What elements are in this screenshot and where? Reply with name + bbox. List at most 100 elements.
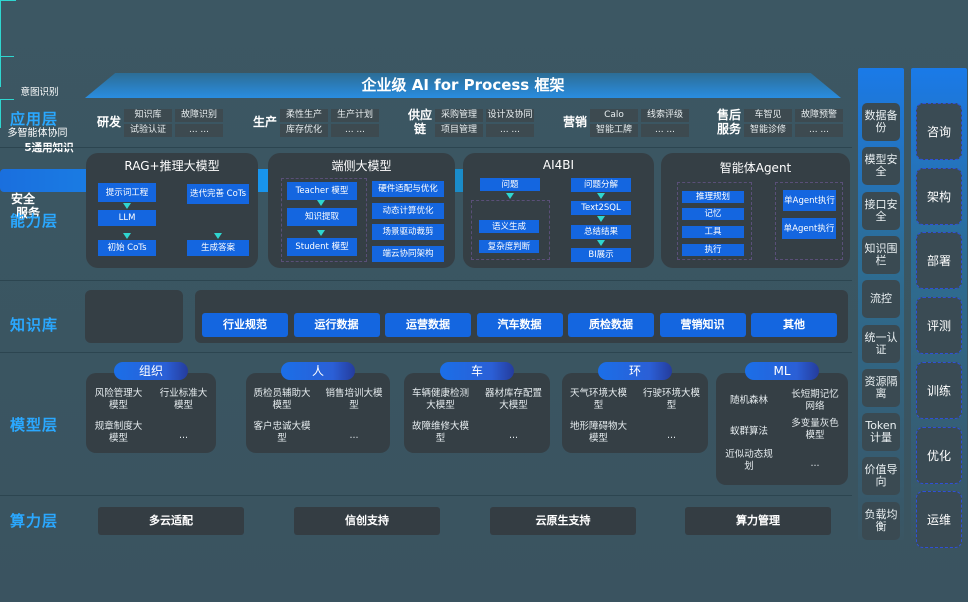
- model-item[interactable]: 天气环境大模型: [569, 388, 627, 411]
- flow-box[interactable]: 单Agent执行: [783, 190, 836, 211]
- app-tag[interactable]: 知识库: [124, 109, 172, 122]
- app-tag[interactable]: 生产计划: [331, 109, 379, 122]
- flow-box[interactable]: 迭代完善 CoTs: [187, 184, 249, 204]
- security-item[interactable]: 负载均衡: [862, 501, 900, 540]
- knowledge-item[interactable]: 运行数据: [293, 313, 380, 337]
- model-item[interactable]: 近似动态规划: [725, 449, 773, 472]
- model-group-pill[interactable]: 人: [281, 362, 355, 380]
- app-tag[interactable]: ... ...: [331, 124, 379, 137]
- knowledge-item[interactable]: 汽车数据: [476, 313, 563, 337]
- knowledge-item[interactable]: 质检数据: [568, 313, 654, 337]
- flow-box[interactable]: 场景驱动裁剪: [372, 224, 444, 240]
- app-tag[interactable]: 柔性生产: [280, 109, 328, 122]
- compute-item[interactable]: 多云适配: [98, 507, 244, 535]
- model-item[interactable]: 地形障碍物大模型: [569, 421, 627, 444]
- app-tag[interactable]: 智能诊修: [744, 124, 792, 137]
- service-item[interactable]: 评测: [916, 297, 962, 355]
- model-item[interactable]: 行业标准大模型: [159, 388, 208, 411]
- flow-box[interactable]: BI展示: [571, 248, 631, 262]
- model-group-pill[interactable]: ML: [745, 362, 819, 380]
- model-item[interactable]: 多变量灰色模型: [791, 418, 839, 441]
- flow-box[interactable]: 硬件适配与优化: [372, 181, 444, 197]
- app-tag[interactable]: 车智见: [744, 109, 792, 122]
- flow-box[interactable]: 端云协同架构: [372, 246, 444, 262]
- model-item[interactable]: 故障维修大模型: [411, 421, 469, 444]
- flow-box[interactable]: 执行: [682, 244, 744, 256]
- app-tag[interactable]: Calo: [590, 109, 638, 122]
- flow-box[interactable]: 生成答案: [187, 240, 249, 256]
- flow-box[interactable]: 知识提取: [287, 208, 357, 226]
- app-tag[interactable]: 设计及协同: [486, 109, 534, 122]
- compute-item[interactable]: 信创支持: [294, 507, 440, 535]
- flow-box[interactable]: Text2SQL: [571, 201, 631, 215]
- app-tag[interactable]: ... ...: [641, 124, 689, 137]
- app-tag[interactable]: ... ...: [175, 124, 223, 137]
- security-item[interactable]: 流控: [862, 280, 900, 319]
- model-item[interactable]: 客户忠诚大模型: [253, 421, 311, 444]
- model-item[interactable]: 车辆健康检测大模型: [411, 388, 469, 411]
- service-item[interactable]: 优化: [916, 426, 962, 484]
- model-item[interactable]: ...: [178, 430, 189, 441]
- model-item[interactable]: ...: [666, 430, 677, 441]
- flow-box[interactable]: 动态计算优化: [372, 203, 444, 219]
- security-item[interactable]: 数据备份: [862, 103, 900, 141]
- app-tag[interactable]: 试验认证: [124, 124, 172, 137]
- compute-item[interactable]: 算力管理: [685, 507, 831, 535]
- flow-box[interactable]: 复杂度判断: [479, 240, 539, 253]
- app-tag[interactable]: 采购管理: [435, 109, 483, 122]
- model-item[interactable]: 蚁群算法: [729, 426, 768, 437]
- model-item[interactable]: 质检员辅助大模型: [253, 388, 311, 411]
- flow-box[interactable]: 记忆: [682, 208, 744, 220]
- service-item[interactable]: 架构: [916, 167, 962, 225]
- model-item[interactable]: 器材库存配置大模型: [484, 388, 542, 411]
- service-item[interactable]: 咨询: [916, 103, 962, 160]
- app-tag[interactable]: 智能工牌: [590, 124, 638, 137]
- flow-box[interactable]: 推理规划: [682, 191, 744, 203]
- model-item[interactable]: 长短期记忆网络: [791, 389, 839, 412]
- security-item[interactable]: 统一认证: [862, 324, 900, 363]
- app-tag[interactable]: ... ...: [795, 124, 843, 137]
- model-group-pill[interactable]: 车: [440, 362, 514, 380]
- service-item[interactable]: 部署: [916, 232, 962, 290]
- security-item[interactable]: 接口安全: [862, 191, 900, 230]
- flow-box[interactable]: 工具: [682, 226, 744, 238]
- service-item[interactable]: 运维: [916, 491, 962, 549]
- model-item[interactable]: 行驶环境大模型: [642, 388, 700, 411]
- app-tag[interactable]: 故障预警: [795, 109, 843, 122]
- flow-box[interactable]: 语义生成: [479, 220, 539, 233]
- app-tag[interactable]: 故障识别: [175, 109, 223, 122]
- security-item[interactable]: 价值导向: [862, 457, 900, 496]
- model-item[interactable]: 随机森林: [729, 395, 768, 406]
- model-group-pill[interactable]: 组织: [114, 362, 188, 380]
- knowledge-item[interactable]: 运营数据: [385, 313, 471, 337]
- security-item[interactable]: 资源隔离: [862, 368, 900, 407]
- security-item[interactable]: 知识围栏: [862, 235, 900, 274]
- flow-box[interactable]: Teacher 模型: [287, 182, 357, 200]
- model-item[interactable]: 规章制度大模型: [94, 421, 143, 444]
- model-item[interactable]: 风险管理大模型: [94, 388, 143, 411]
- model-group-pill[interactable]: 环: [598, 362, 672, 380]
- app-tag[interactable]: 项目管理: [435, 124, 483, 137]
- knowledge-item[interactable]: 营销知识: [659, 313, 746, 337]
- flow-box[interactable]: 单Agent执行: [782, 218, 836, 239]
- compute-item[interactable]: 云原生支持: [490, 507, 636, 535]
- service-item[interactable]: 训练: [916, 361, 962, 419]
- model-item[interactable]: ...: [349, 430, 359, 441]
- app-tag[interactable]: 库存优化: [280, 124, 328, 137]
- flow-box[interactable]: 提示词工程: [98, 183, 156, 202]
- knowledge-item[interactable]: 行业规范: [202, 313, 288, 337]
- security-item[interactable]: Token计量: [862, 413, 900, 452]
- flow-box[interactable]: 初始 CoTs: [98, 240, 156, 256]
- app-tag[interactable]: ... ...: [486, 124, 534, 137]
- app-tag[interactable]: 线索评级: [641, 109, 689, 122]
- flow-box[interactable]: 总结结果: [571, 225, 631, 239]
- model-item[interactable]: ...: [810, 458, 820, 469]
- flow-box[interactable]: LLM: [98, 210, 156, 226]
- flow-box[interactable]: 问题: [480, 178, 540, 191]
- knowledge-item[interactable]: 其他: [751, 313, 837, 337]
- security-item[interactable]: 模型安全: [862, 147, 900, 186]
- flow-box[interactable]: 问题分解: [571, 178, 631, 192]
- model-item[interactable]: ...: [508, 430, 519, 441]
- model-item[interactable]: 销售培训大模型: [325, 388, 383, 411]
- flow-box[interactable]: Student 模型: [287, 238, 357, 256]
